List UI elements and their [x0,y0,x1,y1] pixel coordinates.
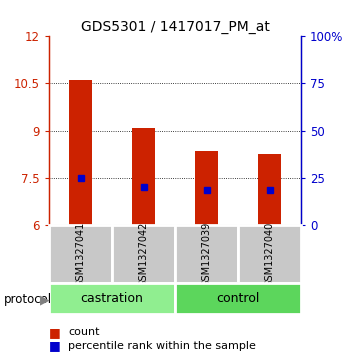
Text: protocol: protocol [4,293,52,306]
Text: GSM1327041: GSM1327041 [76,221,85,287]
Text: GSM1327039: GSM1327039 [202,221,211,287]
Bar [112,225,175,283]
Bar [175,283,301,314]
Text: GSM1327040: GSM1327040 [265,221,274,287]
Text: ■: ■ [49,339,61,352]
Bar [175,225,238,283]
Bar [258,154,281,225]
Bar [49,225,112,283]
Bar [238,225,301,283]
Bar [132,127,155,225]
Title: GDS5301 / 1417017_PM_at: GDS5301 / 1417017_PM_at [80,20,270,34]
Bar [69,80,91,225]
Text: ▶: ▶ [40,293,50,306]
Text: percentile rank within the sample: percentile rank within the sample [68,340,256,351]
Bar [49,283,175,314]
Text: control: control [216,292,260,305]
Text: ■: ■ [49,326,61,339]
Text: castration: castration [80,292,144,305]
Text: count: count [68,327,100,337]
Bar [195,151,217,225]
Text: GSM1327042: GSM1327042 [139,221,148,287]
